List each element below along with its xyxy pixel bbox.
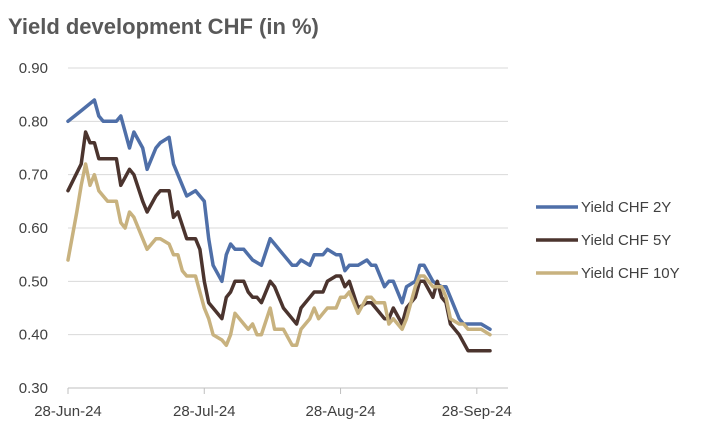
legend-label-3: Yield CHF 10Y	[581, 265, 680, 282]
series-lines	[66, 98, 492, 353]
y-tick-label: 0.80	[19, 113, 48, 130]
series-line-2	[66, 130, 492, 353]
legend-label-2: Yield CHF 5Y	[581, 232, 671, 249]
y-tick-label: 0.50	[19, 273, 48, 290]
x-tick-label: 28-Jun-24	[34, 403, 102, 420]
x-axis: 28-Jun-24 28-Jul-24 28-Aug-24 28-Sep-24	[34, 387, 512, 420]
x-tick-label: 28-Sep-24	[442, 403, 512, 420]
y-tick-label: 0.30	[19, 380, 48, 397]
legend: Yield CHF 2Y Yield CHF 5Y Yield CHF 10Y	[536, 199, 680, 282]
y-tick-label: 0.40	[19, 327, 48, 344]
gridlines	[68, 67, 508, 336]
x-tick-label: 28-Jul-24	[173, 403, 236, 420]
y-tick-label: 0.90	[19, 60, 48, 77]
chart-title: Yield development CHF (in %)	[8, 14, 319, 39]
series-line-3	[66, 162, 492, 348]
x-tick-label: 28-Aug-24	[306, 403, 376, 420]
y-tick-label: 0.70	[19, 167, 48, 184]
y-tick-label: 0.60	[19, 220, 48, 237]
series-line-1	[66, 98, 492, 332]
y-axis-ticks: 0.30 0.40 0.50 0.60 0.70 0.80 0.90	[19, 60, 48, 397]
legend-label-1: Yield CHF 2Y	[581, 199, 671, 216]
